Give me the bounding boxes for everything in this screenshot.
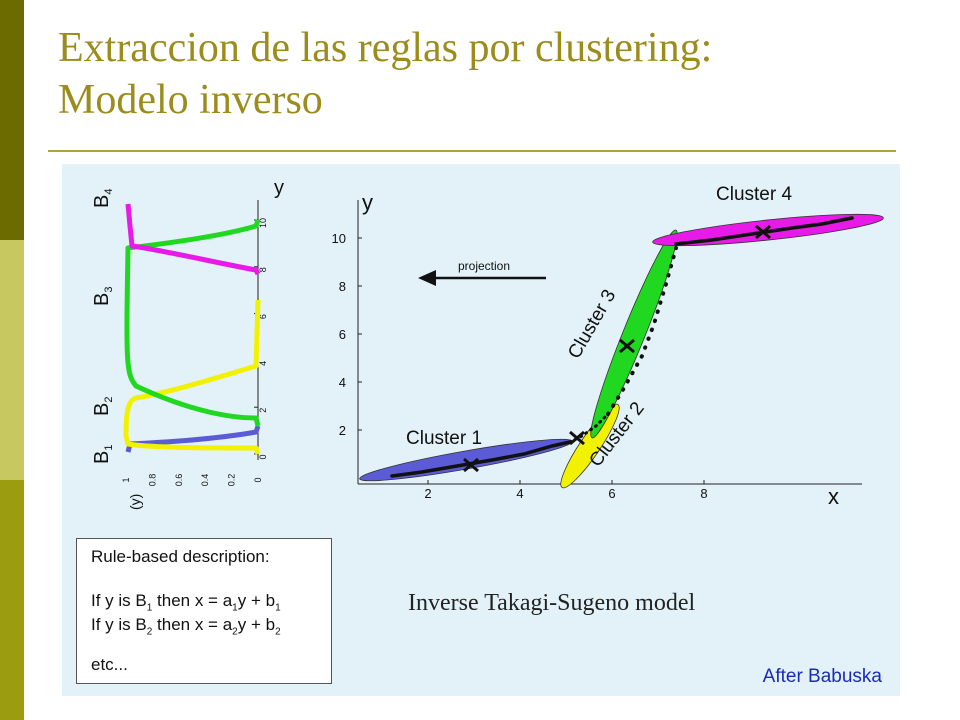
membership-curves — [123, 203, 261, 455]
membership-set-name: B — [91, 403, 113, 416]
membership-set-label-3: B3 — [91, 287, 115, 306]
membership-mu-tick-label: 0 — [253, 477, 263, 482]
membership-set-sub: 3 — [103, 287, 115, 293]
title-divider — [48, 150, 896, 152]
membership-set-sub: 4 — [103, 189, 115, 195]
membership-set-name: B — [91, 293, 113, 306]
membership-y-tick-label: 8 — [258, 267, 268, 272]
membership-set-sub: 2 — [103, 397, 115, 403]
membership-curve-b4 — [125, 203, 261, 276]
rule-2-set: 2 — [146, 626, 153, 638]
trace-segment-4 — [674, 216, 854, 246]
main-x-label: x — [828, 484, 839, 509]
projection-arrow: projection — [418, 259, 546, 286]
left-bar-mid — [0, 480, 24, 720]
main-y-tick-label: 2 — [339, 423, 346, 438]
model-caption: Inverse Takagi-Sugeno model — [408, 590, 696, 616]
cluster-3-ellipse — [590, 229, 678, 439]
cluster-1-center — [463, 457, 479, 473]
cluster-3-label: Cluster 3 — [564, 286, 620, 362]
membership-mu-tick-label: 0.4 — [200, 474, 210, 487]
rule-etc: etc... — [91, 655, 128, 674]
membership-set-label-1: B1 — [91, 445, 115, 464]
rule-box-title: Rule-based description: — [91, 547, 270, 566]
membership-axis-label-mu: (y) — [127, 494, 143, 510]
main-y-tick-label: 4 — [339, 375, 346, 390]
membership-ticks: 0 2 4 6 8 10 1 0.8 0.6 0.4 0.2 0 — [121, 218, 268, 486]
membership-set-sub: 1 — [103, 445, 115, 451]
main-y-tick-label: 6 — [339, 327, 346, 342]
cluster-4-label: Cluster 4 — [716, 184, 792, 205]
membership-y-tick-label: 10 — [258, 218, 268, 228]
rule-2-b: 2 — [275, 626, 281, 638]
rule-1: If y is B1 then x = a1y + b1 — [91, 591, 281, 613]
rule-2-prefix: If y is B — [91, 615, 147, 634]
left-bar-dark — [0, 0, 24, 240]
membership-mu-tick-label: 0.2 — [227, 474, 237, 487]
main-x-tick-label: 8 — [700, 486, 707, 501]
trace-segment-1 — [390, 440, 572, 478]
rule-1-prefix: If y is B — [91, 591, 147, 610]
main-x-tick-label: 6 — [608, 486, 615, 501]
rule-1-y: y + b — [237, 591, 276, 610]
membership-set-label-2: B2 — [91, 397, 115, 416]
cluster-3-center — [619, 338, 635, 354]
rule-1-mid: then x = a — [152, 591, 233, 610]
membership-y-tick-label: 4 — [258, 361, 268, 366]
rule-2-y: y + b — [237, 615, 276, 634]
cluster-2-center — [569, 430, 585, 446]
slide-title: Extraccion de las reglas por clustering:… — [58, 22, 938, 126]
rule-2-mid: then x = a — [152, 615, 233, 634]
projection-label: projection — [458, 259, 510, 273]
membership-mu-tick-label: 0.6 — [174, 474, 184, 487]
membership-set-name: B — [91, 195, 113, 208]
main-y-tick-label: 8 — [339, 279, 346, 294]
membership-mu-tick-label: 0.8 — [147, 474, 157, 487]
membership-mu-tick-label: 1 — [121, 477, 131, 482]
membership-y-tick-label: 0 — [258, 454, 268, 459]
main-ticks: 2 4 6 8 2 4 6 8 10 — [332, 231, 708, 501]
rule-1-a: 1 — [232, 602, 238, 614]
main-y-tick-label: 10 — [332, 231, 346, 246]
credit-text: After Babuska — [762, 666, 882, 687]
main-y-label: y — [362, 190, 373, 215]
membership-set-label-4: B4 — [91, 189, 115, 208]
rule-2-a: 2 — [232, 626, 238, 638]
membership-y-tick-label: 2 — [258, 408, 268, 413]
main-plot: y x 2 4 6 8 2 4 6 8 10 projection — [332, 184, 884, 509]
membership-axis-label-y: y — [274, 177, 284, 199]
left-bar-light — [0, 240, 24, 480]
cluster-1-label: Cluster 1 — [406, 428, 482, 449]
rule-2: If y is B2 then x = a2y + b2 — [91, 615, 281, 637]
projection-arrow-head — [418, 270, 436, 286]
trace-segment-3 — [606, 246, 678, 416]
rule-1-b: 1 — [275, 602, 281, 614]
slide-title-line-1: Extraccion de las reglas por clustering: — [58, 25, 713, 71]
membership-y-tick-label: 6 — [258, 314, 268, 319]
rule-description-box: Rule-based description: If y is B1 then … — [76, 538, 332, 684]
slide-title-line-2: Modelo inverso — [58, 77, 323, 123]
figure-panel: y (y) 0 2 4 6 8 10 1 0.8 0.6 0.4 0.2 0 B1 B2 B3 B4 y x… — [62, 164, 900, 696]
membership-set-name: B — [91, 451, 113, 464]
main-x-tick-label: 4 — [516, 486, 523, 501]
membership-curve-b3 — [124, 219, 261, 427]
membership-curve-b2 — [123, 299, 261, 455]
cluster-centers — [463, 224, 771, 473]
cluster-4-center — [755, 224, 771, 240]
main-x-tick-label: 2 — [424, 486, 431, 501]
rule-1-set: 1 — [146, 602, 153, 614]
